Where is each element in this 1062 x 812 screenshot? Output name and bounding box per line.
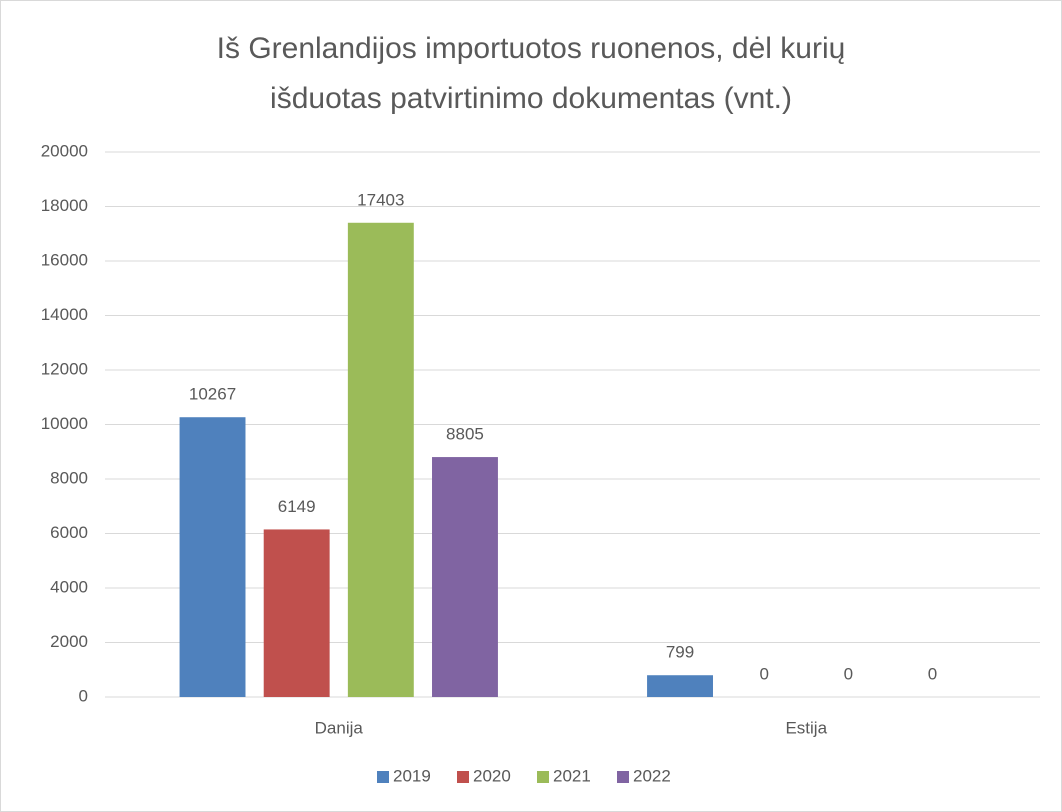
y-tick-label: 20000 [41,141,88,160]
y-tick-label: 0 [79,686,88,705]
legend-label: 2020 [473,766,511,785]
bar [432,457,498,697]
x-tick-label: Danija [315,718,364,737]
legend-label: 2021 [553,766,591,785]
y-tick-label: 16000 [41,250,88,269]
chart-title: Iš Grenlandijos importuotos ruonenos, dė… [217,32,846,65]
bar [179,417,246,697]
value-label: 10267 [189,385,236,404]
value-label: 799 [666,643,694,662]
legend-swatch [617,771,629,783]
y-tick-label: 8000 [50,468,88,487]
bar [347,222,414,697]
chart-title: išduotas patvirtinimo dokumentas (vnt.) [270,82,792,115]
y-tick-label: 4000 [50,577,88,596]
y-tick-label: 2000 [50,632,88,651]
value-label: 17403 [357,190,404,209]
legend-swatch [377,771,389,783]
legend-swatch [457,771,469,783]
value-label: 0 [844,664,853,683]
y-tick-label: 14000 [41,305,88,324]
bar [647,675,713,697]
y-tick-label: 10000 [41,414,88,433]
y-tick-label: 18000 [41,196,88,215]
legend-swatch [537,771,549,783]
value-label: 8805 [446,425,484,444]
value-label: 0 [759,664,768,683]
bar [263,529,330,697]
value-label: 0 [928,664,937,683]
x-tick-label: Estija [785,718,827,737]
value-label: 6149 [278,497,316,516]
y-tick-label: 12000 [41,359,88,378]
legend-label: 2019 [393,766,431,785]
legend-label: 2022 [633,766,671,785]
y-tick-label: 6000 [50,523,88,542]
